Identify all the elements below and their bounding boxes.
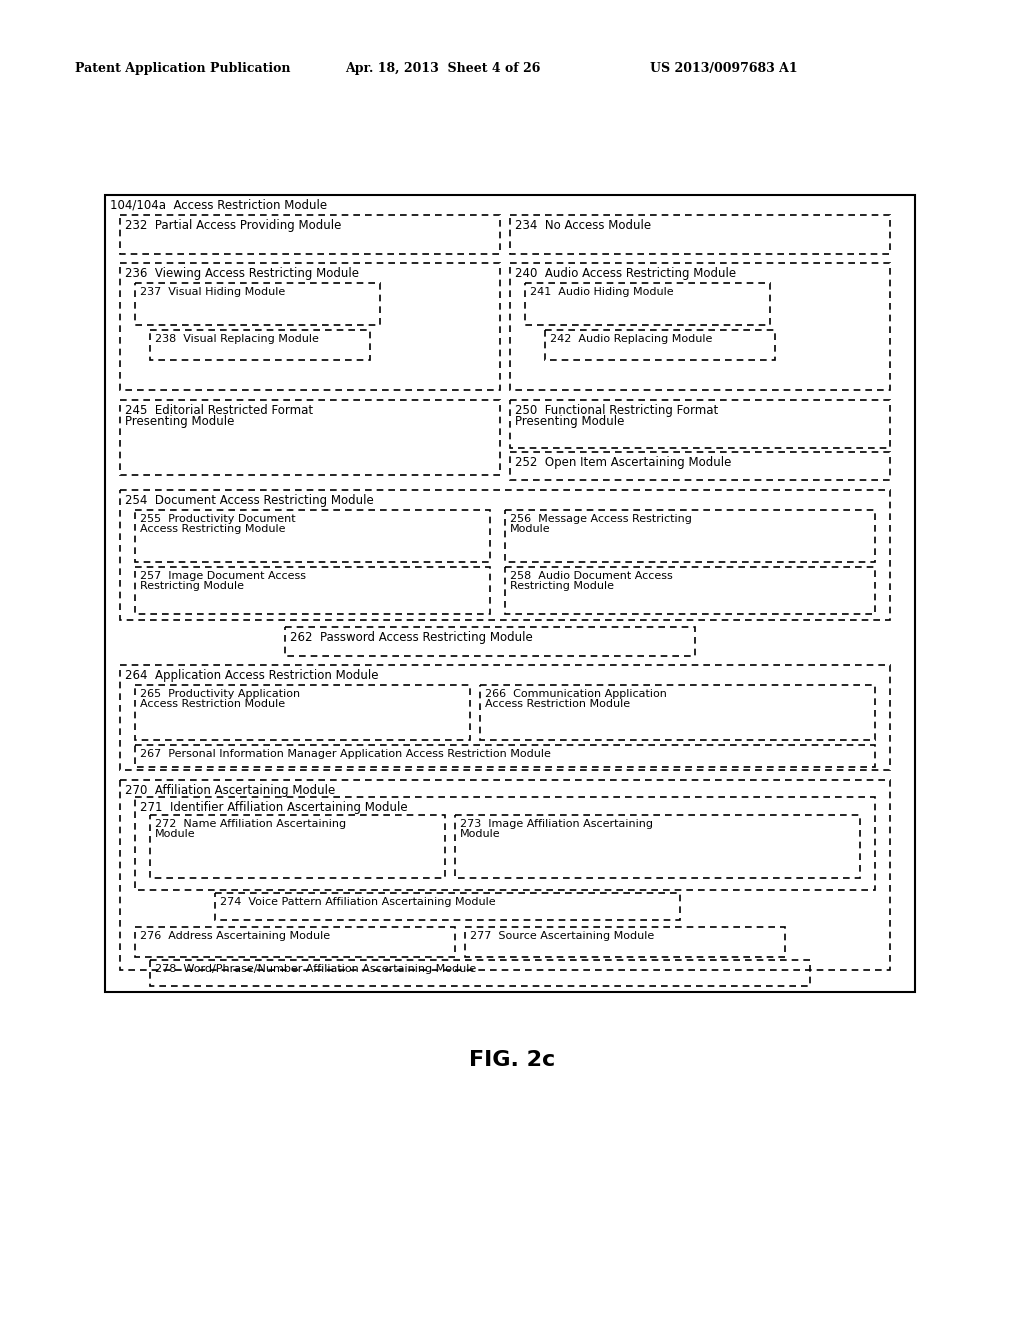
Bar [150, 330, 370, 360]
Text: Access Restricting Module: Access Restricting Module [140, 524, 286, 535]
Text: 277  Source Ascertaining Module: 277 Source Ascertaining Module [470, 931, 654, 941]
Bar [465, 927, 785, 957]
Bar [120, 665, 890, 770]
Text: 254  Document Access Restricting Module: 254 Document Access Restricting Module [125, 494, 374, 507]
Text: 241  Audio Hiding Module: 241 Audio Hiding Module [530, 286, 674, 297]
Text: 270  Affiliation Ascertaining Module: 270 Affiliation Ascertaining Module [125, 784, 335, 797]
Text: 271  Identifier Affiliation Ascertaining Module: 271 Identifier Affiliation Ascertaining … [140, 801, 408, 814]
Bar [505, 568, 874, 614]
Text: Presenting Module: Presenting Module [515, 414, 625, 428]
Text: 234  No Access Module: 234 No Access Module [515, 219, 651, 232]
Text: 258  Audio Document Access: 258 Audio Document Access [510, 572, 673, 581]
Text: 256  Message Access Restricting: 256 Message Access Restricting [510, 513, 692, 524]
Text: Access Restriction Module: Access Restriction Module [485, 700, 630, 709]
Bar [215, 894, 680, 920]
Text: Restricting Module: Restricting Module [140, 581, 244, 591]
Text: Presenting Module: Presenting Module [125, 414, 234, 428]
Text: 264  Application Access Restriction Module: 264 Application Access Restriction Modul… [125, 669, 379, 682]
Bar [135, 510, 490, 562]
Bar [120, 215, 500, 253]
Bar [105, 195, 915, 993]
Text: 255  Productivity Document: 255 Productivity Document [140, 513, 296, 524]
Text: 273  Image Affiliation Ascertaining: 273 Image Affiliation Ascertaining [460, 818, 653, 829]
Text: 278  Word/Phrase/Number Affiliation Ascertaining Module: 278 Word/Phrase/Number Affiliation Ascer… [155, 964, 476, 974]
Text: US 2013/0097683 A1: US 2013/0097683 A1 [650, 62, 798, 75]
Bar [505, 510, 874, 562]
Bar [135, 927, 455, 957]
Bar [135, 568, 490, 614]
Text: Patent Application Publication: Patent Application Publication [75, 62, 291, 75]
Text: 238  Visual Replacing Module: 238 Visual Replacing Module [155, 334, 318, 345]
Text: 265  Productivity Application: 265 Productivity Application [140, 689, 300, 700]
Text: 242  Audio Replacing Module: 242 Audio Replacing Module [550, 334, 713, 345]
Bar [510, 400, 890, 447]
Bar [120, 400, 500, 475]
Text: Apr. 18, 2013  Sheet 4 of 26: Apr. 18, 2013 Sheet 4 of 26 [345, 62, 541, 75]
Bar [285, 627, 695, 656]
Bar [120, 490, 890, 620]
Text: 252  Open Item Ascertaining Module: 252 Open Item Ascertaining Module [515, 455, 731, 469]
Bar [545, 330, 775, 360]
Text: 272  Name Affiliation Ascertaining: 272 Name Affiliation Ascertaining [155, 818, 346, 829]
Bar [510, 263, 890, 389]
Bar [120, 263, 500, 389]
Bar [120, 780, 890, 970]
Bar [135, 797, 874, 890]
Text: 240  Audio Access Restricting Module: 240 Audio Access Restricting Module [515, 267, 736, 280]
Text: 266  Communication Application: 266 Communication Application [485, 689, 667, 700]
Bar [135, 685, 470, 741]
Text: 236  Viewing Access Restricting Module: 236 Viewing Access Restricting Module [125, 267, 359, 280]
Text: 257  Image Document Access: 257 Image Document Access [140, 572, 306, 581]
Text: 232  Partial Access Providing Module: 232 Partial Access Providing Module [125, 219, 341, 232]
Bar [525, 282, 770, 325]
Bar [455, 814, 860, 878]
Text: 250  Functional Restricting Format: 250 Functional Restricting Format [515, 404, 718, 417]
Text: 104/104a  Access Restriction Module: 104/104a Access Restriction Module [110, 199, 327, 213]
Text: Restricting Module: Restricting Module [510, 581, 614, 591]
Bar [510, 215, 890, 253]
Bar [150, 814, 445, 878]
Text: 237  Visual Hiding Module: 237 Visual Hiding Module [140, 286, 286, 297]
Text: 274  Voice Pattern Affiliation Ascertaining Module: 274 Voice Pattern Affiliation Ascertaini… [220, 898, 496, 907]
Text: Module: Module [510, 524, 551, 535]
Text: FIG. 2c: FIG. 2c [469, 1049, 555, 1071]
Bar [510, 451, 890, 480]
Text: 245  Editorial Restricted Format: 245 Editorial Restricted Format [125, 404, 313, 417]
Bar [135, 744, 874, 767]
Bar [150, 960, 810, 986]
Text: 262  Password Access Restricting Module: 262 Password Access Restricting Module [290, 631, 532, 644]
Text: 276  Address Ascertaining Module: 276 Address Ascertaining Module [140, 931, 330, 941]
Text: Module: Module [460, 829, 501, 840]
Text: Access Restriction Module: Access Restriction Module [140, 700, 285, 709]
Bar [135, 282, 380, 325]
Bar [480, 685, 874, 741]
Text: Module: Module [155, 829, 196, 840]
Text: 267  Personal Information Manager Application Access Restriction Module: 267 Personal Information Manager Applica… [140, 748, 551, 759]
